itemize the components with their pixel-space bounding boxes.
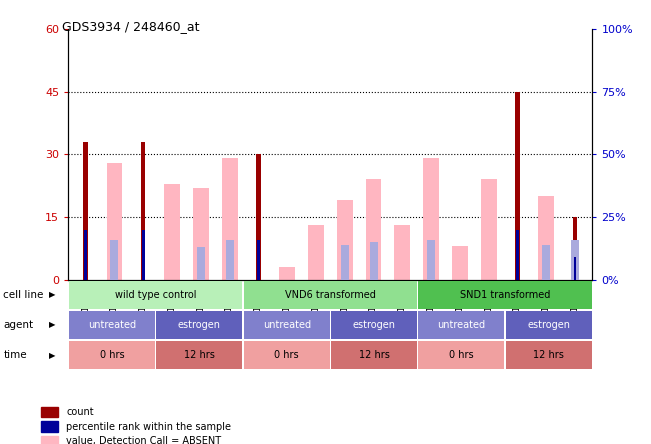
Bar — [42, 436, 58, 444]
Bar — [366, 179, 381, 280]
Bar — [308, 226, 324, 280]
Bar — [69, 311, 155, 339]
Text: value, Detection Call = ABSENT: value, Detection Call = ABSENT — [66, 436, 221, 444]
Bar — [427, 240, 435, 280]
Bar — [69, 341, 155, 369]
Bar — [256, 155, 260, 280]
Bar — [370, 242, 378, 280]
Text: untreated: untreated — [437, 320, 486, 330]
Bar — [243, 281, 417, 309]
Bar — [243, 341, 330, 369]
Text: wild type control: wild type control — [115, 290, 197, 300]
Bar — [516, 91, 519, 280]
Bar — [141, 142, 145, 280]
Bar — [574, 257, 576, 280]
Bar — [42, 407, 58, 417]
Text: ▶: ▶ — [49, 351, 55, 360]
Bar — [156, 341, 242, 369]
Bar — [257, 240, 260, 280]
Bar — [419, 341, 505, 369]
Bar — [542, 245, 550, 280]
Bar — [243, 311, 330, 339]
Bar — [111, 240, 118, 280]
Bar — [279, 267, 295, 280]
Bar — [193, 188, 209, 280]
Bar — [197, 247, 205, 280]
Bar — [573, 217, 577, 280]
Bar — [156, 311, 242, 339]
Text: GDS3934 / 248460_at: GDS3934 / 248460_at — [62, 20, 199, 33]
Text: 0 hrs: 0 hrs — [100, 350, 124, 360]
Text: ▶: ▶ — [49, 290, 55, 299]
Text: 0 hrs: 0 hrs — [449, 350, 474, 360]
Text: estrogen: estrogen — [353, 320, 396, 330]
Bar — [331, 341, 417, 369]
Bar — [571, 240, 579, 280]
Text: untreated: untreated — [88, 320, 136, 330]
Bar — [419, 311, 505, 339]
Bar — [340, 245, 349, 280]
Bar — [42, 421, 58, 432]
Text: time: time — [3, 350, 27, 360]
Text: 12 hrs: 12 hrs — [359, 350, 389, 360]
Bar — [164, 183, 180, 280]
Bar — [506, 311, 592, 339]
Text: estrogen: estrogen — [527, 320, 570, 330]
Text: 12 hrs: 12 hrs — [533, 350, 564, 360]
Bar — [538, 196, 554, 280]
Bar — [506, 341, 592, 369]
Bar — [395, 226, 410, 280]
Bar — [69, 281, 242, 309]
Text: estrogen: estrogen — [178, 320, 221, 330]
Text: 12 hrs: 12 hrs — [184, 350, 215, 360]
Bar — [83, 142, 88, 280]
Bar — [481, 179, 497, 280]
Bar — [419, 281, 592, 309]
Bar — [331, 311, 417, 339]
Bar — [423, 159, 439, 280]
Text: VND6 transformed: VND6 transformed — [285, 290, 376, 300]
Bar — [337, 200, 353, 280]
Text: percentile rank within the sample: percentile rank within the sample — [66, 421, 231, 432]
Text: SND1 transformed: SND1 transformed — [460, 290, 550, 300]
Text: 0 hrs: 0 hrs — [275, 350, 299, 360]
Text: ▶: ▶ — [49, 321, 55, 329]
Bar — [85, 230, 87, 280]
Bar — [222, 159, 238, 280]
Text: untreated: untreated — [262, 320, 311, 330]
Bar — [516, 230, 519, 280]
Text: cell line: cell line — [3, 290, 44, 300]
Bar — [142, 230, 145, 280]
Bar — [225, 240, 234, 280]
Bar — [107, 163, 122, 280]
Text: agent: agent — [3, 320, 33, 330]
Bar — [452, 246, 468, 280]
Text: count: count — [66, 407, 94, 417]
